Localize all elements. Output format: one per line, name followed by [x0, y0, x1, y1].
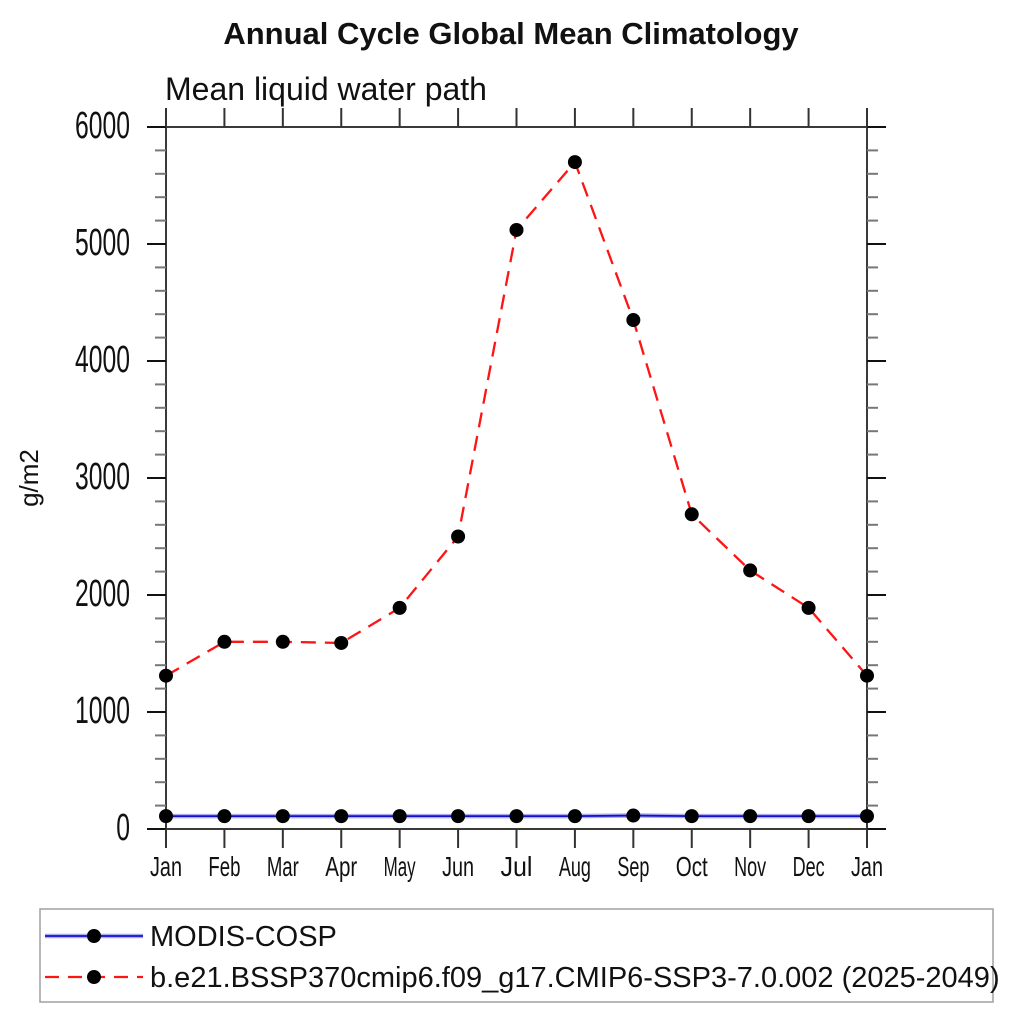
series-layer — [159, 155, 874, 824]
x-tick-label: Mar — [267, 851, 299, 882]
legend-marker — [87, 929, 101, 943]
x-tick-label: Feb — [208, 851, 240, 882]
x-tick-label: Apr — [325, 851, 357, 882]
data-point-0 — [626, 808, 641, 823]
data-point-0 — [567, 809, 582, 824]
legend-label-obs: MODIS-COSP — [150, 921, 337, 953]
data-point-0 — [334, 809, 349, 824]
x-tick-label: Jan — [150, 851, 182, 882]
y-axis-label: g/m2 — [14, 449, 44, 507]
x-tick-label: Oct — [676, 851, 708, 882]
data-point-0 — [392, 809, 407, 824]
legend-sample-line-obs — [45, 929, 143, 943]
y-tick-label: 1000 — [75, 690, 130, 732]
data-point-1 — [451, 529, 466, 544]
data-point-0 — [217, 809, 232, 824]
chart-subtitle: Mean liquid water path — [165, 71, 487, 107]
data-point-1 — [860, 668, 874, 683]
data-point-0 — [801, 809, 816, 824]
data-point-0 — [509, 809, 524, 824]
y-tick-label: 2000 — [75, 573, 130, 615]
chart-title: Annual Cycle Global Mean Climatology — [223, 16, 799, 51]
legend-marker — [87, 970, 101, 984]
x-tick-label: Aug — [559, 851, 591, 882]
data-point-0 — [684, 809, 699, 824]
data-point-0 — [275, 809, 290, 824]
y-tick-label: 5000 — [75, 222, 130, 264]
y-tick-label: 0 — [116, 807, 130, 849]
legend-border — [39, 908, 994, 1003]
x-tick-label: May — [384, 851, 416, 882]
data-point-1 — [509, 222, 524, 237]
data-point-1 — [275, 634, 290, 649]
legend-box: MODIS-COSP b.e21.BSSP370cmip6.f09_g17.CM… — [39, 908, 1000, 1003]
data-point-1 — [159, 668, 173, 683]
y-tick-label: 6000 — [75, 105, 130, 147]
y-tick-label: 4000 — [75, 339, 130, 381]
data-point-0 — [159, 809, 173, 824]
data-point-1 — [392, 600, 407, 615]
data-point-1 — [801, 600, 816, 615]
data-point-1 — [684, 507, 699, 522]
data-point-0 — [860, 809, 874, 824]
x-tick-label: Jul — [501, 851, 533, 882]
legend-sample-line-model — [45, 970, 143, 984]
data-point-1 — [626, 313, 641, 328]
data-point-1 — [217, 634, 232, 649]
x-tick-label: Dec — [793, 851, 825, 882]
x-tick-label: Jun — [442, 851, 474, 882]
data-point-0 — [743, 809, 758, 824]
data-point-1 — [334, 635, 349, 650]
series-line-1 — [165, 159, 868, 677]
y-tick-label: 3000 — [75, 456, 130, 498]
axes-layer: 0 1000 2000 3000 4000 5000 6000 Jan Feb Mar Apr May… — [75, 105, 886, 882]
data-point-1 — [567, 155, 582, 170]
x-tick-label: Jan — [851, 851, 883, 882]
data-point-0 — [451, 809, 466, 824]
x-tick-label: Nov — [734, 851, 766, 882]
data-point-1 — [743, 563, 758, 578]
x-tick-label: Sep — [617, 851, 649, 882]
legend-label-model: b.e21.BSSP370cmip6.f09_g17.CMIP6-SSP3-7.… — [150, 962, 1000, 994]
